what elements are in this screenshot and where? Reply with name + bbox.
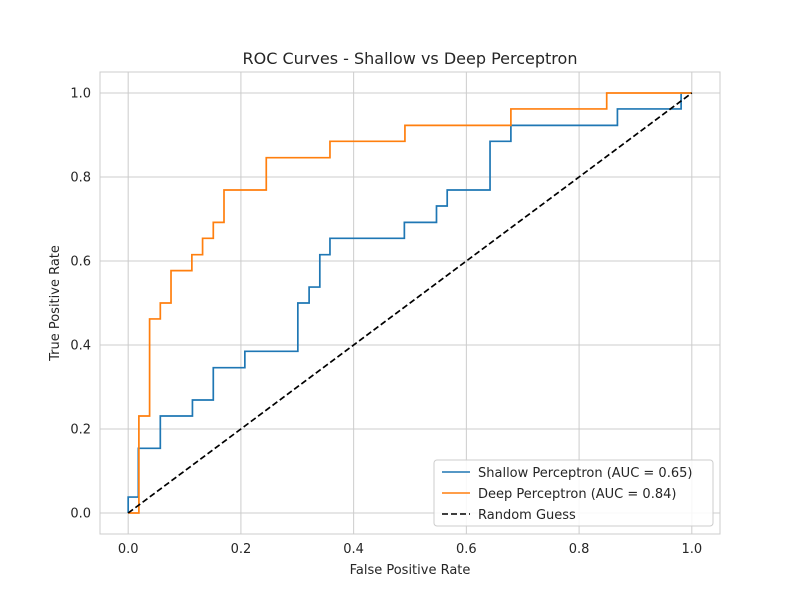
x-axis-label: False Positive Rate [350,563,471,578]
series-line-deep [128,92,692,514]
legend-box [433,459,714,527]
series-line-random [127,92,693,514]
x-tick-label: 1.0 [681,542,702,557]
x-tick-label: 0.4 [343,542,364,557]
x-tick-label: 0.2 [231,542,252,557]
y-tick-label: 0.6 [70,255,91,270]
x-ticks: 0.0 0.2 0.4 0.6 0.8 1.0 [118,542,702,557]
series-group [127,92,693,514]
y-axis-label: True Positive Rate [48,245,63,362]
y-tick-label: 0.4 [70,339,91,354]
chart-title: ROC Curves - Shallow vs Deep Perceptron [243,49,578,68]
legend-label-random: Random Guess [478,508,576,523]
series-line-shallow [127,92,692,513]
y-tick-label: 1.0 [70,87,91,102]
legend-label-deep: Deep Perceptron (AUC = 0.84) [478,487,676,502]
y-tick-label: 0.2 [70,423,91,438]
y-tick-label: 0.8 [70,171,91,186]
x-tick-label: 0.0 [118,542,139,557]
grid [100,72,720,534]
y-tick-label: 0.0 [70,507,91,522]
legend: Shallow Perceptron (AUC = 0.65) Deep Per… [433,459,714,527]
y-ticks: 0.0 0.2 0.4 0.6 0.8 1.0 [70,87,91,522]
legend-label-shallow: Shallow Perceptron (AUC = 0.65) [478,466,692,481]
x-tick-label: 0.6 [456,542,477,557]
x-tick-label: 0.8 [569,542,590,557]
